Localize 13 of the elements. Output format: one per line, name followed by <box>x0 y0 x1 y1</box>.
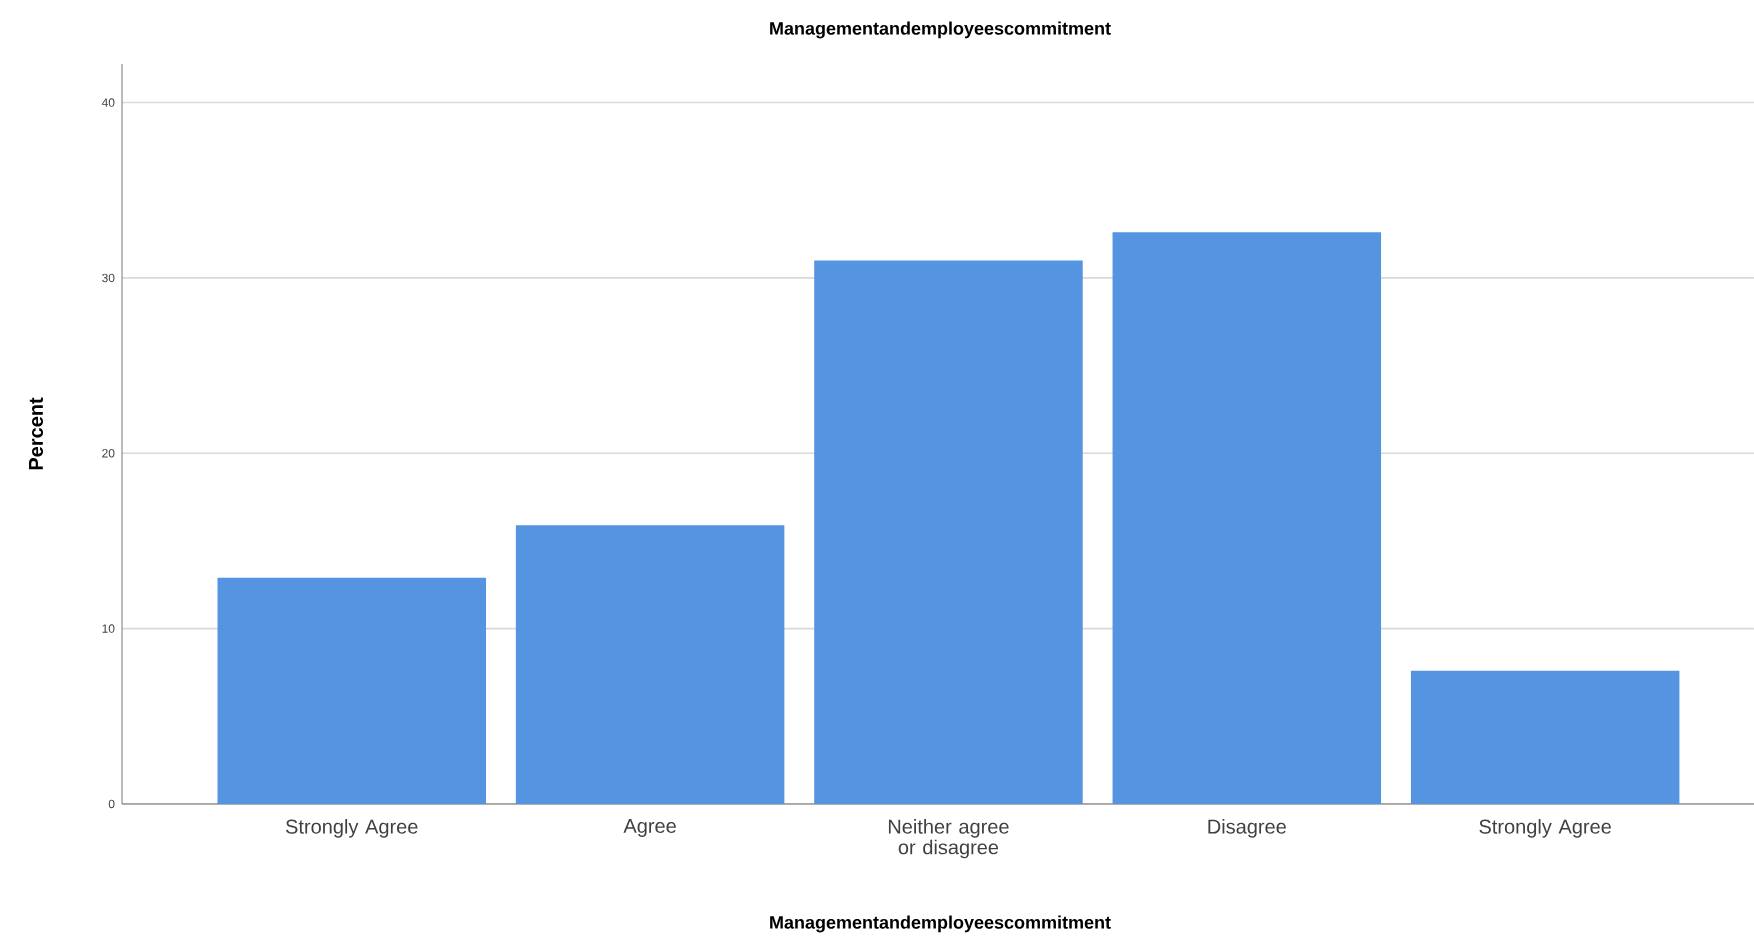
y-axis-title: Percent <box>29 397 43 470</box>
x-tick-label: Strongly Agree <box>1479 819 1611 838</box>
x-tick-label: Disagree <box>1208 819 1286 838</box>
bar <box>217 577 487 804</box>
bar <box>814 260 1083 804</box>
x-tick-label: Strongly Agree <box>285 819 418 838</box>
x-axis-title: Managementandemployeescommitment <box>770 915 1111 933</box>
bar <box>1410 670 1680 804</box>
x-tick-label: Neither agree or disagree <box>888 819 1009 859</box>
x-tick-label: Agree <box>623 819 676 837</box>
chart-title: Managementandemployeescommitment <box>770 21 1111 39</box>
bar <box>1112 232 1382 804</box>
bar <box>515 525 785 804</box>
